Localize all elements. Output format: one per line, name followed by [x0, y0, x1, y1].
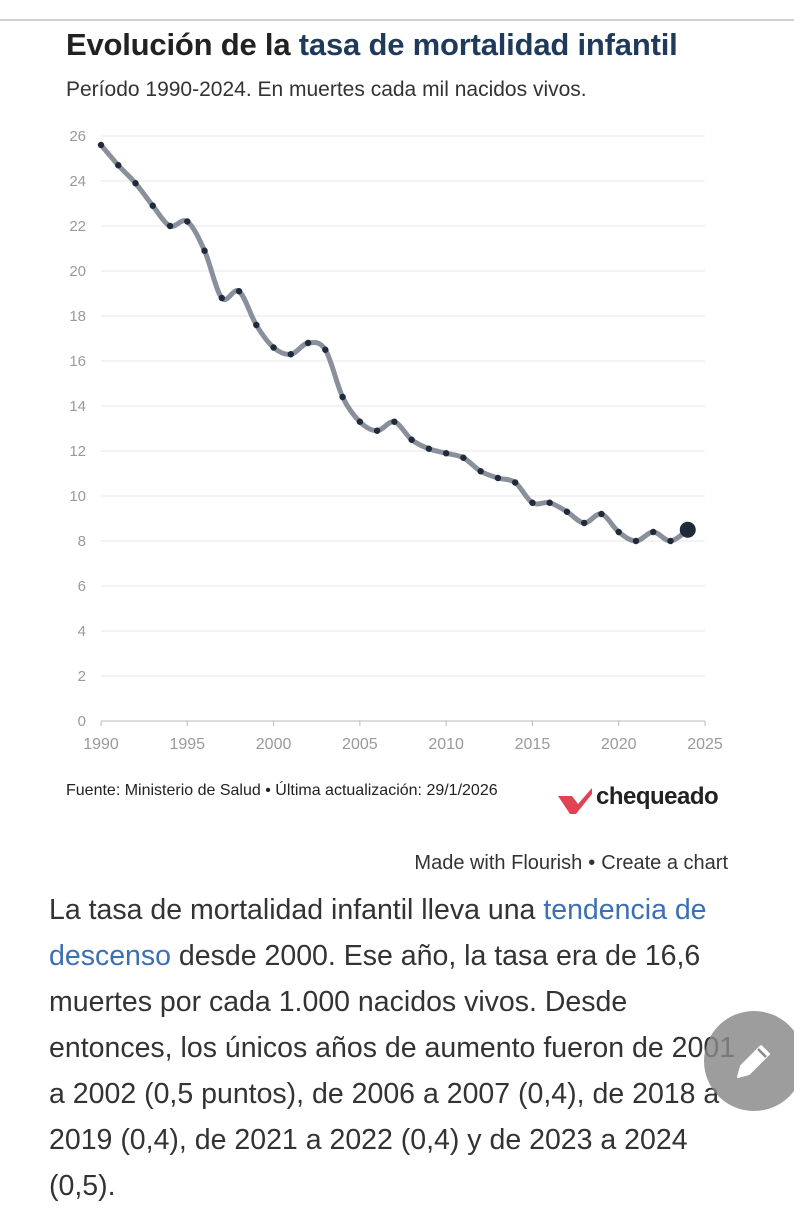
data-point[interactable]: [460, 454, 467, 461]
chart-title: Evolución de la tasa de mortalidad infan…: [66, 27, 678, 63]
x-tick-label: 1990: [83, 736, 119, 753]
data-point[interactable]: [391, 418, 398, 425]
data-point[interactable]: [477, 468, 484, 475]
y-tick-label: 6: [78, 578, 86, 595]
data-point[interactable]: [253, 321, 260, 329]
data-point[interactable]: [304, 339, 312, 347]
y-tick-label: 2: [78, 668, 86, 685]
y-tick-label: 20: [69, 263, 86, 280]
article-paragraph: La tasa de mortalidad infantil lleva una…: [49, 887, 749, 1209]
article-text-end: desde 2000. Ese año, la tasa era de 16,6…: [49, 940, 736, 1202]
data-point[interactable]: [115, 162, 122, 169]
data-point[interactable]: [322, 346, 329, 353]
data-point[interactable]: [667, 537, 674, 545]
data-point[interactable]: [563, 508, 571, 515]
data-point[interactable]: [650, 528, 657, 536]
data-points: [97, 141, 696, 545]
data-point[interactable]: [201, 247, 208, 254]
article-text-start: La tasa de mortalidad infantil lleva una: [49, 894, 544, 926]
data-point[interactable]: [287, 351, 295, 358]
y-tick-label: 12: [69, 443, 86, 460]
top-divider: [0, 19, 794, 21]
data-point[interactable]: [511, 479, 519, 486]
grid-lines: [101, 135, 705, 722]
tendencia-link[interactable]: tendencia de descenso: [49, 894, 707, 972]
x-tick-label: 2015: [515, 736, 551, 753]
data-point[interactable]: [408, 436, 415, 443]
data-point[interactable]: [235, 288, 243, 295]
chart-subtitle: Período 1990-2024. En muertes cada mil n…: [66, 78, 587, 101]
data-point[interactable]: [270, 344, 277, 351]
edit-button[interactable]: [704, 1011, 794, 1111]
y-tick-label: 26: [69, 128, 86, 145]
data-point-latest[interactable]: [679, 521, 696, 538]
logo-text: chequeado: [596, 783, 719, 810]
create-chart-link[interactable]: Create a chart: [601, 852, 728, 874]
data-point[interactable]: [373, 427, 381, 434]
data-point[interactable]: [632, 537, 640, 545]
logo-mark-icon: [558, 788, 592, 814]
y-tick-label: 8: [78, 533, 86, 550]
y-tick-label: 22: [69, 218, 86, 235]
flourish-separator: •: [588, 852, 596, 874]
data-point[interactable]: [132, 180, 139, 187]
y-tick-label: 0: [78, 713, 86, 730]
x-tick-label: 2020: [601, 736, 637, 753]
x-axis-ticks: 1990 1995 2000 2005 2010 2015 2020 2025: [83, 721, 723, 753]
data-point[interactable]: [442, 450, 450, 457]
y-tick-label: 14: [69, 398, 86, 415]
chequeado-logo[interactable]: chequeado: [558, 783, 738, 818]
chart-title-highlight: tasa de mortalidad infantil: [298, 27, 678, 62]
x-tick-label: 2005: [342, 736, 378, 753]
series-line: [98, 142, 691, 544]
data-point[interactable]: [339, 393, 346, 401]
data-point[interactable]: [184, 218, 191, 225]
data-point[interactable]: [149, 202, 156, 209]
y-tick-label: 10: [69, 488, 86, 505]
data-point[interactable]: [546, 499, 553, 506]
x-tick-label: 2000: [256, 736, 292, 753]
flourish-credit: Made with Flourish • Create a chart: [414, 852, 728, 875]
data-point[interactable]: [166, 222, 174, 230]
x-tick-label: 1995: [169, 736, 205, 753]
y-tick-label: 4: [78, 623, 86, 640]
data-point[interactable]: [529, 499, 536, 506]
y-tick-label: 16: [69, 353, 86, 370]
x-tick-label: 2025: [687, 736, 723, 753]
made-with-flourish-link[interactable]: Made with Flourish: [414, 852, 583, 874]
y-tick-label: 18: [69, 308, 86, 325]
x-tick-label: 2010: [428, 736, 464, 753]
data-point[interactable]: [356, 418, 364, 425]
data-point[interactable]: [218, 294, 225, 302]
y-tick-label: 24: [69, 173, 86, 190]
pencil-icon: [737, 1045, 770, 1078]
data-point[interactable]: [494, 474, 502, 482]
data-point[interactable]: [598, 510, 605, 518]
data-point[interactable]: [97, 141, 105, 149]
chart-source: Fuente: Ministerio de Salud • Última act…: [66, 782, 498, 799]
data-point[interactable]: [581, 519, 588, 527]
chart-title-prefix: Evolución de la: [66, 27, 299, 62]
data-point[interactable]: [425, 445, 433, 452]
data-point[interactable]: [615, 528, 622, 536]
